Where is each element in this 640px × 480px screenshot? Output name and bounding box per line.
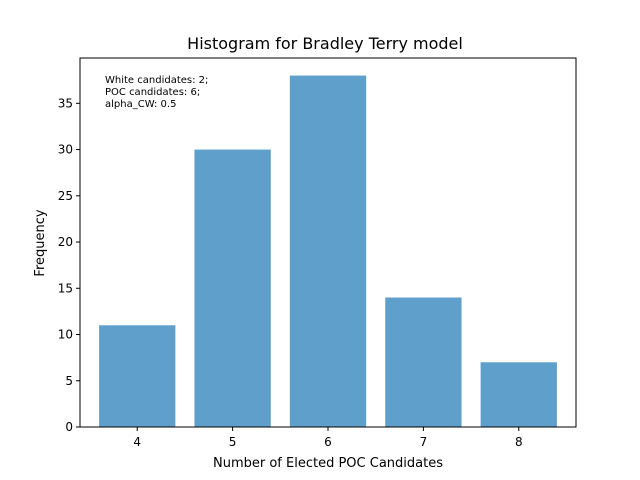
- y-tick-label: 35: [58, 96, 73, 110]
- plot-frame: [79, 57, 577, 428]
- y-axis-ticks: 0 5 10 15 20 25 30 35: [58, 96, 80, 434]
- x-tick-label: 7: [420, 435, 428, 449]
- y-tick-label: 5: [65, 374, 73, 388]
- x-tick-label: 5: [229, 435, 237, 449]
- y-tick-label: 15: [58, 281, 73, 295]
- x-tick-label: 4: [133, 435, 141, 449]
- y-tick-label: 20: [58, 235, 73, 249]
- chart-title: Histogram for Bradley Terry model: [187, 34, 463, 53]
- bars-layer: [99, 75, 557, 428]
- y-axis-label: Frequency: [33, 209, 48, 276]
- bar: [194, 149, 271, 427]
- annotation-line: POC candidates: 6;: [105, 87, 200, 98]
- y-tick-label: 0: [65, 420, 73, 434]
- annotation-box: White candidates: 2; POC candidates: 6; …: [105, 75, 208, 110]
- x-tick-label: 6: [324, 435, 332, 449]
- y-tick-label: 30: [58, 143, 73, 157]
- bar: [480, 362, 557, 427]
- bar: [385, 297, 462, 427]
- x-tick-label: 8: [515, 435, 523, 449]
- x-axis-label: Number of Elected POC Candidates: [213, 456, 443, 471]
- y-tick-label: 10: [58, 328, 73, 342]
- bar: [289, 75, 367, 428]
- annotation-line: White candidates: 2;: [105, 75, 208, 86]
- bar: [99, 325, 176, 427]
- annotation-line: alpha_CW: 0.5: [105, 99, 176, 110]
- y-tick-label: 25: [58, 189, 73, 203]
- x-axis-ticks: 4 5 6 7 8: [133, 427, 523, 449]
